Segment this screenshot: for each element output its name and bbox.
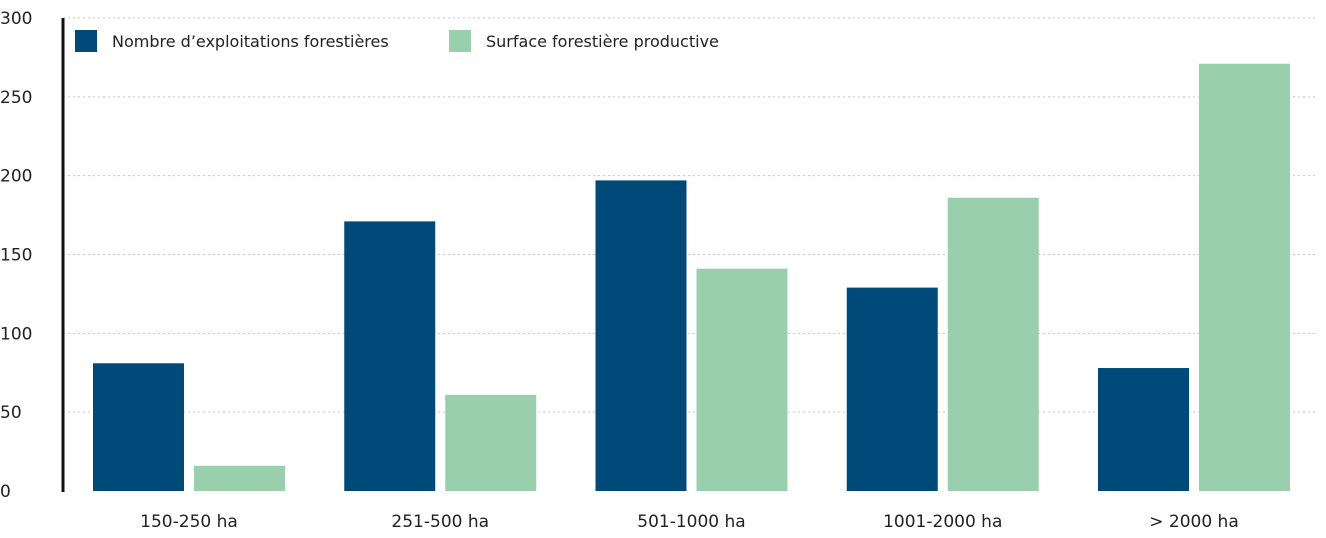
x-tick-label: 501-1000 ha [637,512,745,532]
legend-label-nombre-exploitations: Nombre d’exploitations forestières [112,32,389,51]
bar-nombre-exploitations [344,221,436,491]
bar-nombre-exploitations [93,363,184,491]
x-tick-label: > 2000 ha [1149,512,1239,532]
y-tick-label: 100 [0,324,32,344]
x-tick-labels: 150-250 ha 251-500 ha 501-1000 ha 1001-2000… [140,512,1239,532]
bar-surface-productive [696,268,788,491]
bars [93,63,1290,492]
x-tick-label: 251-500 ha [391,512,489,532]
grid-lines [63,17,1316,413]
legend-swatch-surface-productive [449,30,471,52]
bar-surface-productive [194,465,285,491]
legend-label-surface-productive: Surface forestière productive [486,32,719,51]
bar-nombre-exploitations [1098,368,1189,491]
bar-surface-productive [1199,63,1290,492]
y-tick-label: 0 [0,482,11,502]
x-tick-label: 150-250 ha [140,512,238,532]
y-tick-label: 200 [0,167,32,187]
y-tick-labels: 0 50 100 150 200 250 300 [0,9,32,502]
y-tick-label: 150 [0,246,32,266]
bar-nombre-exploitations [595,180,687,491]
x-tick-label: 1001-2000 ha [883,512,1002,532]
legend-swatch-nombre-exploitations [75,30,97,52]
y-tick-label: 250 [0,88,32,108]
y-tick-label: 50 [0,403,22,423]
bar-surface-productive [947,197,1039,492]
bar-surface-productive [445,394,537,491]
bar-nombre-exploitations [846,287,938,491]
y-tick-label: 300 [0,9,32,29]
legend: Nombre d’exploitations forestières Surfa… [75,30,719,52]
